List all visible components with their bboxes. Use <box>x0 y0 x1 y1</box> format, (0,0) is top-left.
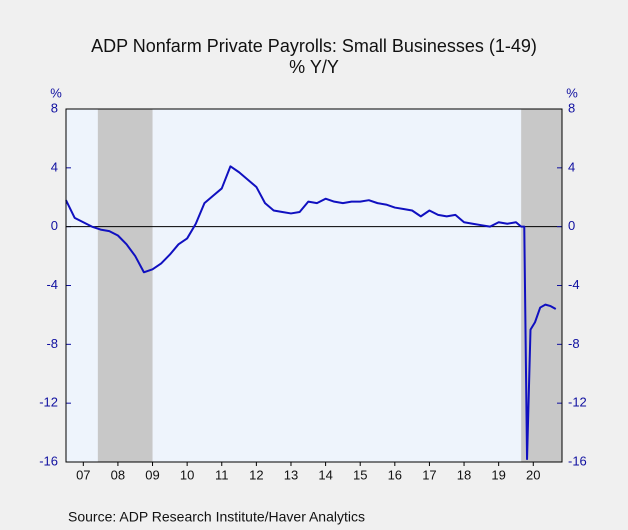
y-tick-label: -12 <box>39 395 58 410</box>
y2-tick-label: -8 <box>568 336 580 351</box>
y2-tick-label: 8 <box>568 100 575 115</box>
x-tick-label: 13 <box>284 467 298 482</box>
y2-tick-label: -12 <box>568 395 587 410</box>
x-tick-label: 09 <box>145 467 159 482</box>
y-tick-label: 8 <box>51 100 58 115</box>
y-tick-label: -4 <box>46 277 58 292</box>
y2-axis-label: % <box>566 85 578 100</box>
chart-subtitle: % Y/Y <box>289 57 339 77</box>
y-tick-label: -8 <box>46 336 58 351</box>
y2-tick-label: -16 <box>568 453 587 468</box>
y2-tick-label: -4 <box>568 277 580 292</box>
recession-shade <box>97 109 153 462</box>
x-tick-label: 18 <box>457 467 471 482</box>
x-tick-label: 08 <box>111 467 125 482</box>
data-line <box>65 165 557 461</box>
source-note: Source: ADP Research Institute/Haver Ana… <box>68 509 365 525</box>
x-tick-label: 12 <box>249 467 263 482</box>
x-tick-label: 11 <box>215 467 229 482</box>
x-tick-label: 20 <box>526 467 540 482</box>
plot-frame <box>65 108 563 463</box>
y2-tick-label: 4 <box>568 159 575 174</box>
x-tick-label: 17 <box>422 467 436 482</box>
x-tick-label: 15 <box>353 467 367 482</box>
y2-tick-label: 0 <box>568 218 575 233</box>
x-tick-label: 19 <box>491 467 505 482</box>
y-tick-label: -16 <box>39 453 58 468</box>
chart-title: ADP Nonfarm Private Payrolls: Small Busi… <box>91 36 537 56</box>
x-tick-label: 14 <box>318 467 332 482</box>
x-tick-label: 07 <box>76 467 90 482</box>
y-tick-label: 0 <box>51 218 58 233</box>
y-tick-label: 4 <box>51 159 58 174</box>
y-axis-label: % <box>50 85 62 100</box>
x-tick-label: 16 <box>388 467 402 482</box>
x-tick-label: 10 <box>180 467 194 482</box>
